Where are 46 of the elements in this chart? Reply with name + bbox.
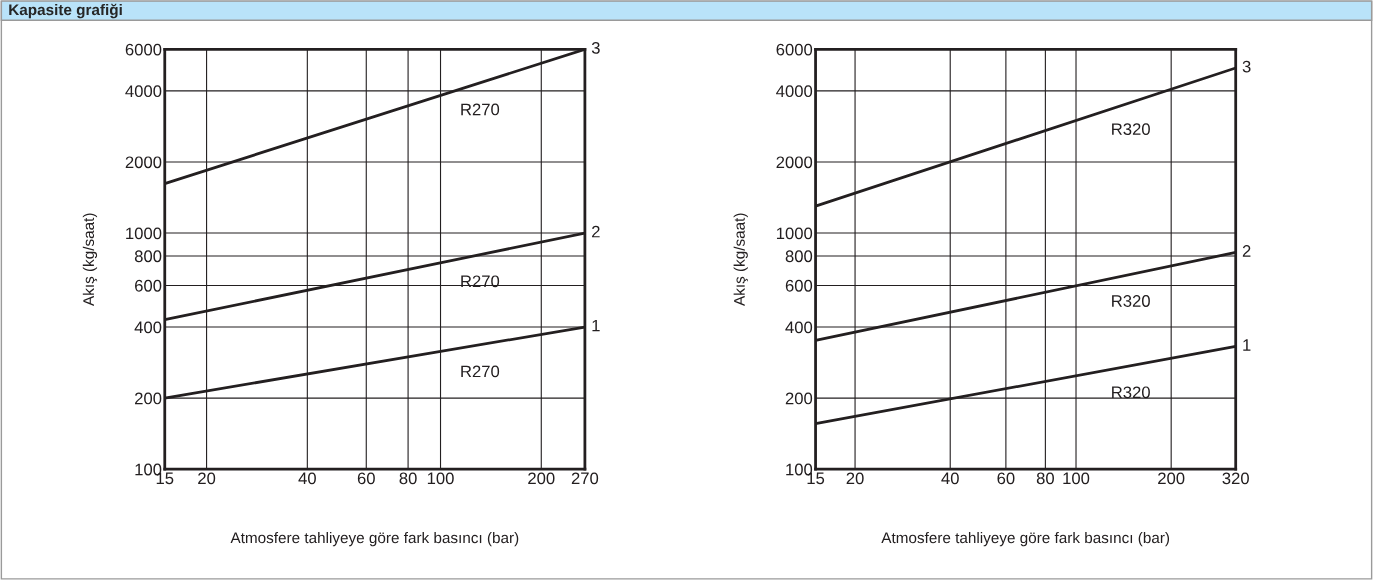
- y-tick-label: 200: [785, 392, 813, 405]
- x-tick-label: 60: [997, 472, 1015, 485]
- y-tick-label: 600: [785, 279, 813, 292]
- y-tick-label: 800: [785, 250, 813, 263]
- x-axis-title: Atmosfere tahliyeye göre fark basıncı (bar): [230, 531, 519, 547]
- series-label: 3: [591, 41, 600, 54]
- annotation: R320: [1112, 123, 1150, 136]
- y-tick-label: 600: [135, 279, 162, 292]
- y-tick-label: 800: [134, 250, 162, 263]
- x-axis-title: Atmosfere tahliyeye göre fark basıncı (bar): [881, 531, 1170, 547]
- series-label: 1: [592, 319, 600, 332]
- x-tick-label: 80: [1036, 472, 1054, 485]
- annotation: R320: [1112, 386, 1150, 399]
- y-tick-label: 400: [785, 321, 813, 334]
- x-tick-label: 40: [298, 472, 316, 485]
- y-tick-label: 400: [134, 321, 162, 334]
- x-tick-label: 200: [1158, 472, 1185, 485]
- y-tick-label: 4000: [125, 85, 162, 98]
- y-tick-label: 200: [135, 392, 162, 405]
- y-axis-title: Akış (kg/saat): [733, 213, 748, 306]
- y-tick-label: 2000: [125, 156, 162, 169]
- y-tick-label: 4000: [776, 85, 813, 98]
- x-tick-label: 200: [528, 472, 555, 485]
- y-tick-label: 6000: [776, 43, 813, 56]
- x-tick-label: 60: [357, 472, 375, 485]
- annotation: R270: [461, 365, 500, 378]
- series-label: 2: [592, 225, 600, 238]
- y-tick-label: 1000: [776, 227, 813, 240]
- x-tick-label: 20: [198, 472, 216, 485]
- x-tick-label: 40: [941, 472, 959, 485]
- y-tick-label: 1000: [126, 227, 162, 240]
- series-label: 1: [1243, 339, 1251, 351]
- y-tick-label: 2000: [776, 156, 813, 169]
- x-tick-label: 320: [1222, 472, 1249, 485]
- annotation: R270: [461, 103, 500, 116]
- y-axis-title: Akış (kg/saat): [82, 213, 98, 306]
- series-label: 2: [1242, 245, 1251, 257]
- annotation: R320: [1112, 295, 1150, 307]
- x-tick-label: 100: [427, 472, 454, 485]
- x-tick-label: 270: [571, 472, 599, 485]
- x-tick-label: 20: [846, 472, 864, 485]
- series-label: 3: [1242, 60, 1251, 73]
- y-tick-label: 6000: [125, 43, 162, 56]
- x-tick-label: 80: [399, 472, 417, 485]
- chart-title: Kapasite grafiği: [9, 3, 122, 19]
- x-tick-label: 100: [1063, 472, 1090, 485]
